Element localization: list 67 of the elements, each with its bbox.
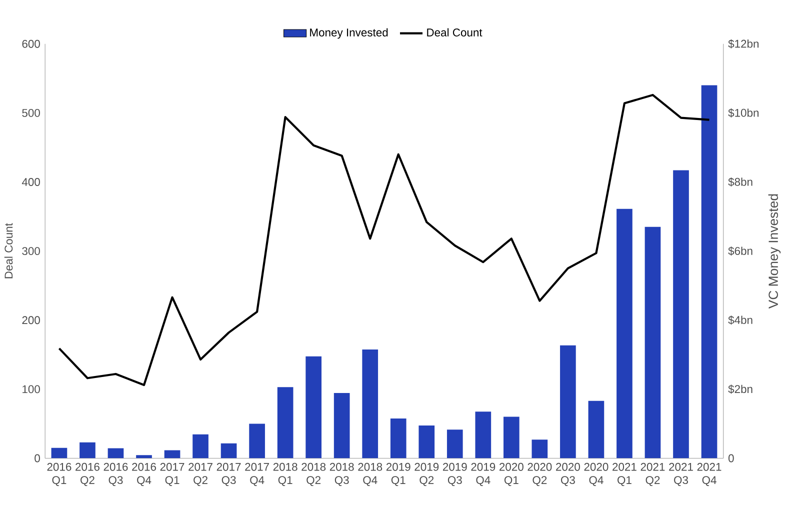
bar <box>362 350 378 458</box>
x-tick-label: 2019 Q4 <box>471 463 496 486</box>
y2-tick-label: 0 <box>728 454 734 462</box>
y-tick-label: 600 <box>22 40 40 48</box>
bar <box>249 424 265 458</box>
bar <box>51 448 68 458</box>
bar <box>560 345 576 458</box>
bar <box>418 426 435 458</box>
bar <box>334 393 350 458</box>
line-series <box>58 94 710 386</box>
bar <box>192 434 208 458</box>
bar <box>277 387 294 458</box>
bar <box>446 430 463 458</box>
y2-axis-title: VC Money Invested <box>768 194 781 309</box>
x-tick-label: 2021 Q2 <box>640 463 665 486</box>
x-tick-label: 2019 Q1 <box>386 463 410 486</box>
x-tick-label: 2016 Q1 <box>47 463 72 486</box>
bar <box>644 227 661 458</box>
x-tick-label: 2017 Q2 <box>188 463 212 486</box>
y-tick-label: 100 <box>22 385 40 394</box>
x-tick-label: 2017 Q3 <box>216 463 241 486</box>
x-tick-label: 2020 Q4 <box>584 463 608 486</box>
x-tick-label: 2016 Q3 <box>104 463 128 486</box>
bar <box>136 455 152 458</box>
bar <box>532 440 548 458</box>
x-tick-label: 2020 Q3 <box>556 463 580 486</box>
x-tick-label: 2019 Q3 <box>442 463 467 486</box>
bar <box>390 418 406 458</box>
y2-tick-label: $4bn <box>728 316 752 325</box>
y-tick-label: 300 <box>22 247 40 256</box>
bar <box>164 450 180 458</box>
x-tick-label: 2020 Q1 <box>500 463 524 486</box>
y2-tick-label: $12bn <box>728 39 759 49</box>
x-tick-label: 2016 Q4 <box>132 463 156 486</box>
y2-tick-label: $8bn <box>728 178 752 187</box>
y-tick-label: 500 <box>22 109 40 118</box>
y2-tick-label: $6bn <box>728 246 752 256</box>
bar <box>673 170 689 458</box>
x-tick-label: 2018 Q2 <box>302 463 326 486</box>
x-tick-label: 2021 Q3 <box>669 463 693 486</box>
y-tick-label: 400 <box>22 178 40 186</box>
x-tick-label: 2021 Q4 <box>697 463 722 486</box>
x-tick-label: 2020 Q2 <box>528 463 552 486</box>
y2-tick-label: $10bn <box>728 108 759 118</box>
bar <box>701 85 718 458</box>
x-tick-label: 2019 Q2 <box>414 463 439 486</box>
x-tick-label: 2017 Q1 <box>160 463 184 486</box>
y-tick-label: 0 <box>34 454 40 462</box>
bar <box>588 401 604 458</box>
legend-label: Deal Count <box>427 28 482 37</box>
x-tick-label: 2017 Q4 <box>245 463 269 486</box>
legend-label: Money Invested <box>310 28 388 39</box>
x-tick-label: 2018 Q4 <box>358 463 382 486</box>
x-tick-label: 2016 Q2 <box>76 463 100 486</box>
y2-tick-label: $2bn <box>728 384 752 394</box>
x-tick-label: 2021 Q1 <box>612 463 636 486</box>
bar <box>475 412 492 458</box>
bar <box>616 209 632 458</box>
bar <box>80 442 96 458</box>
y-tick-label: 200 <box>22 316 40 324</box>
bar <box>306 356 322 458</box>
y-axis-title: Deal Count <box>4 223 13 278</box>
bar <box>220 444 237 458</box>
x-tick-label: 2018 Q1 <box>273 463 298 486</box>
bar <box>108 448 124 458</box>
x-tick-label: 2018 Q3 <box>330 463 354 486</box>
bar <box>504 416 520 458</box>
